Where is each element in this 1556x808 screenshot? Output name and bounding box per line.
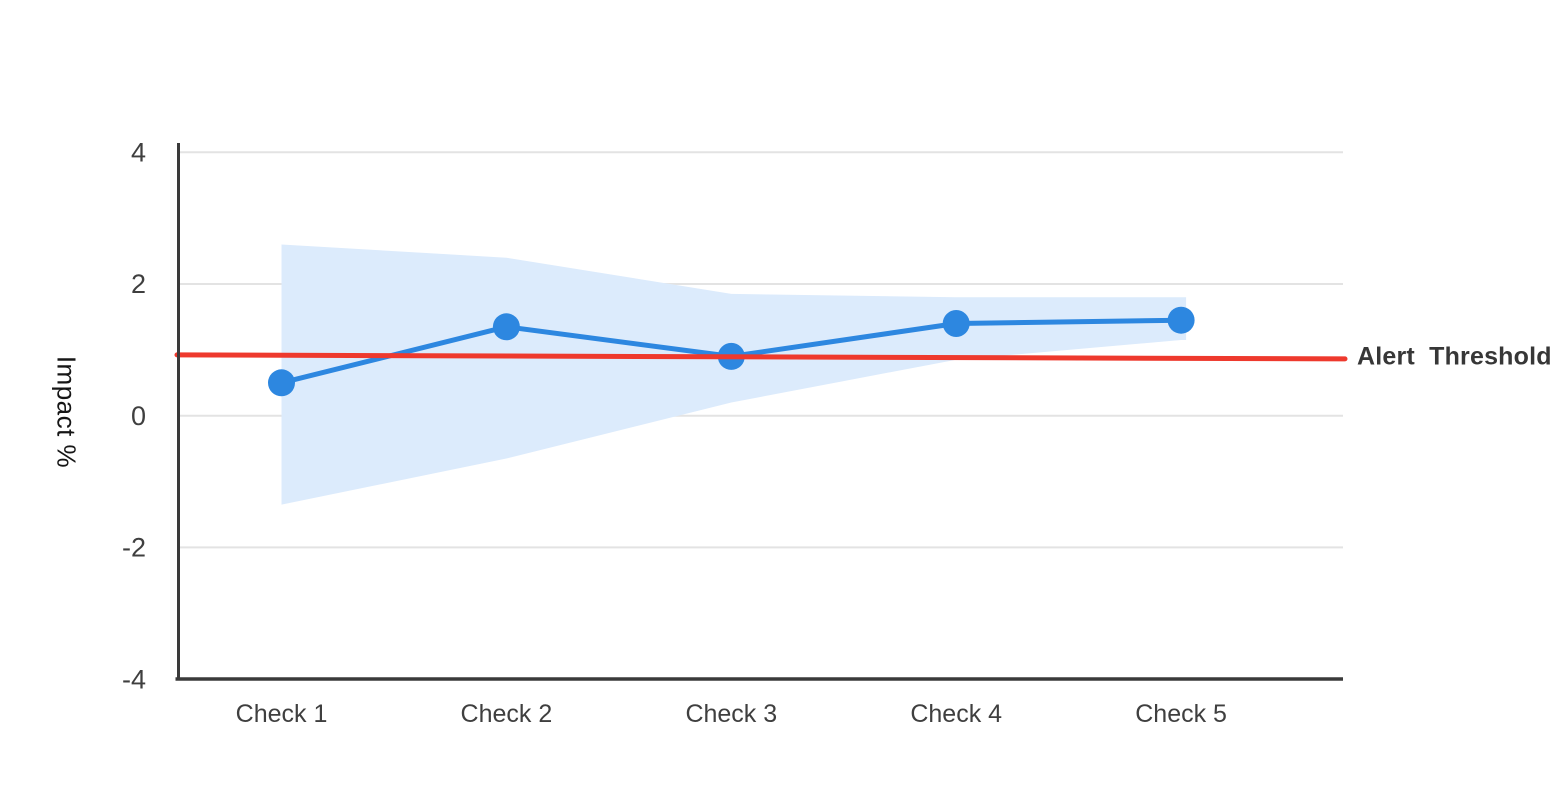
x-tick-label: Check 5 [1135,700,1227,728]
data-point-check-1 [268,369,295,397]
x-tick-label: Check 1 [236,700,328,728]
alert-threshold-label: Alert Threshold [1357,342,1552,371]
y-tick-label: -2 [122,533,146,563]
y-tick-label: 0 [131,401,146,431]
data-point-check-2 [492,313,520,341]
y-tick-label: -4 [122,664,146,694]
confidence-band-area [281,244,1187,505]
x-tick-label: Check 3 [685,700,777,728]
y-tick-label: 2 [131,269,146,299]
threshold-line [174,352,1348,362]
data-point-check-5 [1167,306,1195,334]
y-tick-label: 4 [131,138,146,168]
x-tick-label: Check 4 [910,700,1002,728]
y-axis-title: Impact % [51,355,82,469]
data-point-check-4 [942,310,970,337]
x-tick-label: Check 2 [461,700,553,728]
